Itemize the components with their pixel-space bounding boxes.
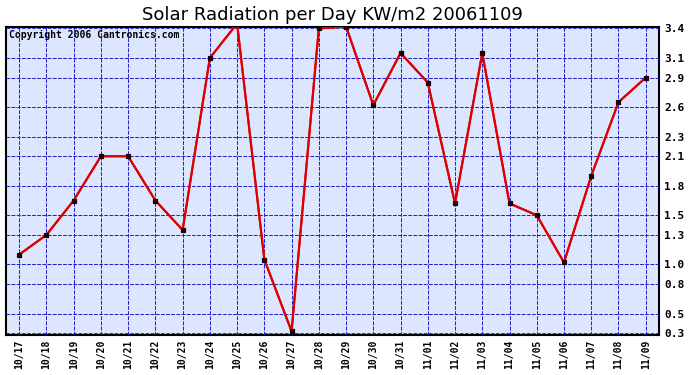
Title: Solar Radiation per Day KW/m2 20061109: Solar Radiation per Day KW/m2 20061109: [142, 6, 523, 24]
Text: Copyright 2006 Cantronics.com: Copyright 2006 Cantronics.com: [9, 30, 179, 40]
